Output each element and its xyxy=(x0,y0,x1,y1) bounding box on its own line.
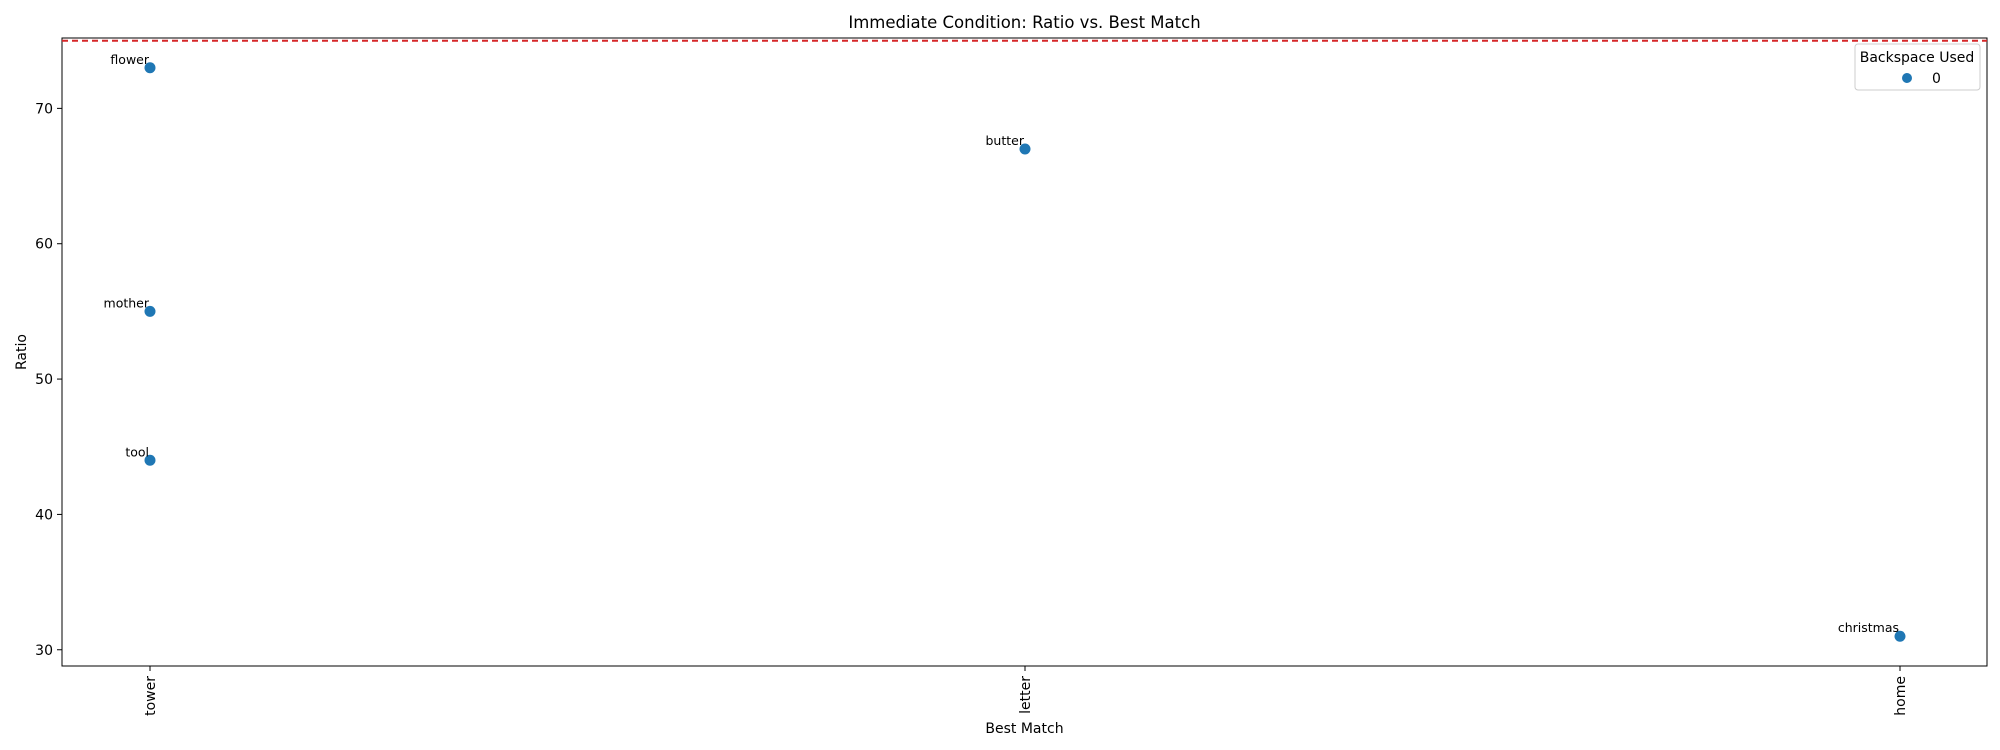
x-tick-label: tower xyxy=(143,676,159,716)
legend: Backspace Used 0 xyxy=(1854,43,1981,91)
data-point-label: butter xyxy=(986,133,1025,148)
x-axis-title: Best Match xyxy=(985,721,1063,737)
data-point xyxy=(144,454,156,466)
x-tick-label: letter xyxy=(1018,676,1034,714)
data-point xyxy=(1894,630,1906,642)
y-tick-label: 50 xyxy=(35,372,53,388)
legend-title: Backspace Used xyxy=(1860,50,1975,66)
data-point-label: mother xyxy=(104,295,150,310)
data-point xyxy=(1019,143,1031,155)
data-point-label: christmas xyxy=(1838,620,1899,635)
data-point xyxy=(144,305,156,317)
data-point-label: tool xyxy=(125,444,149,459)
y-tick-label: 30 xyxy=(35,643,53,659)
legend-marker xyxy=(1902,73,1912,83)
data-point xyxy=(144,62,156,74)
legend-entry-label: 0 xyxy=(1932,71,1941,87)
plot-area: 30 40 50 60 70 tower letter home flower mother too… xyxy=(35,37,1988,716)
y-tick-label: 40 xyxy=(35,507,53,523)
y-tick-label: 70 xyxy=(35,101,53,117)
y-tick-label: 60 xyxy=(35,237,53,253)
data-point-label: flower xyxy=(110,52,149,67)
x-tick-label: home xyxy=(1893,676,1909,716)
chart-title: Immediate Condition: Ratio vs. Best Matc… xyxy=(848,13,1200,32)
legend-box xyxy=(1854,43,1981,91)
y-axis-title: Ratio xyxy=(14,334,30,370)
